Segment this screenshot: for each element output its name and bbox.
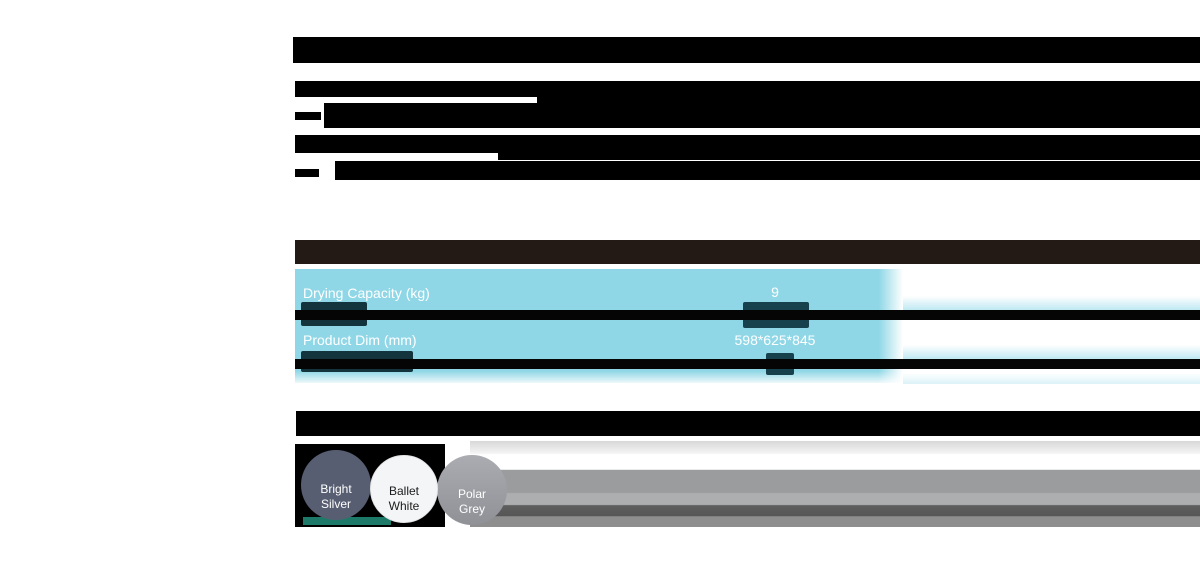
row-strip	[903, 296, 1200, 310]
swatch-label-line: Bright	[320, 482, 352, 496]
redacted-text-line	[498, 153, 1200, 160]
swatch-label-line: White	[388, 499, 420, 513]
swatch-label-line: Ballet	[388, 484, 420, 498]
spec-label: Product Dim (mm)	[303, 332, 417, 348]
redacted-row-bar	[295, 359, 1200, 369]
swatch-label-line: Silver	[320, 497, 351, 511]
product-banner-band	[470, 441, 1200, 527]
spec-value: 9	[771, 284, 779, 300]
panel-bottom-fade	[295, 371, 903, 383]
spec-label: Drying Capacity (kg)	[303, 285, 430, 301]
swatch-label-line: Polar	[457, 487, 486, 501]
color-swatch-polar-grey[interactable]: Polar Grey	[437, 455, 507, 525]
spec-table-header-bar	[295, 240, 1200, 264]
bullet-dash-icon	[295, 169, 319, 177]
redacted-section-heading-bar	[296, 411, 1200, 436]
bullet-dash-icon	[295, 112, 321, 120]
spec-value: 598*625*845	[734, 332, 816, 348]
redacted-row-bar	[295, 310, 1200, 320]
redacted-text-line	[295, 135, 1200, 153]
redacted-title-bar	[293, 37, 1200, 63]
row-strip	[903, 345, 1200, 359]
swatch-label-line: Grey	[458, 502, 485, 516]
row-strip	[903, 373, 1200, 384]
color-swatch-ballet-white[interactable]: Ballet White	[370, 455, 438, 523]
redacted-text-line	[324, 103, 1200, 128]
teal-accent-sliver	[303, 517, 391, 525]
redacted-text-line	[335, 161, 1200, 180]
redacted-text-line	[295, 81, 1200, 97]
redacted-text-line	[537, 97, 1200, 105]
color-swatch-bright-silver[interactable]: Bright Silver	[301, 450, 371, 520]
